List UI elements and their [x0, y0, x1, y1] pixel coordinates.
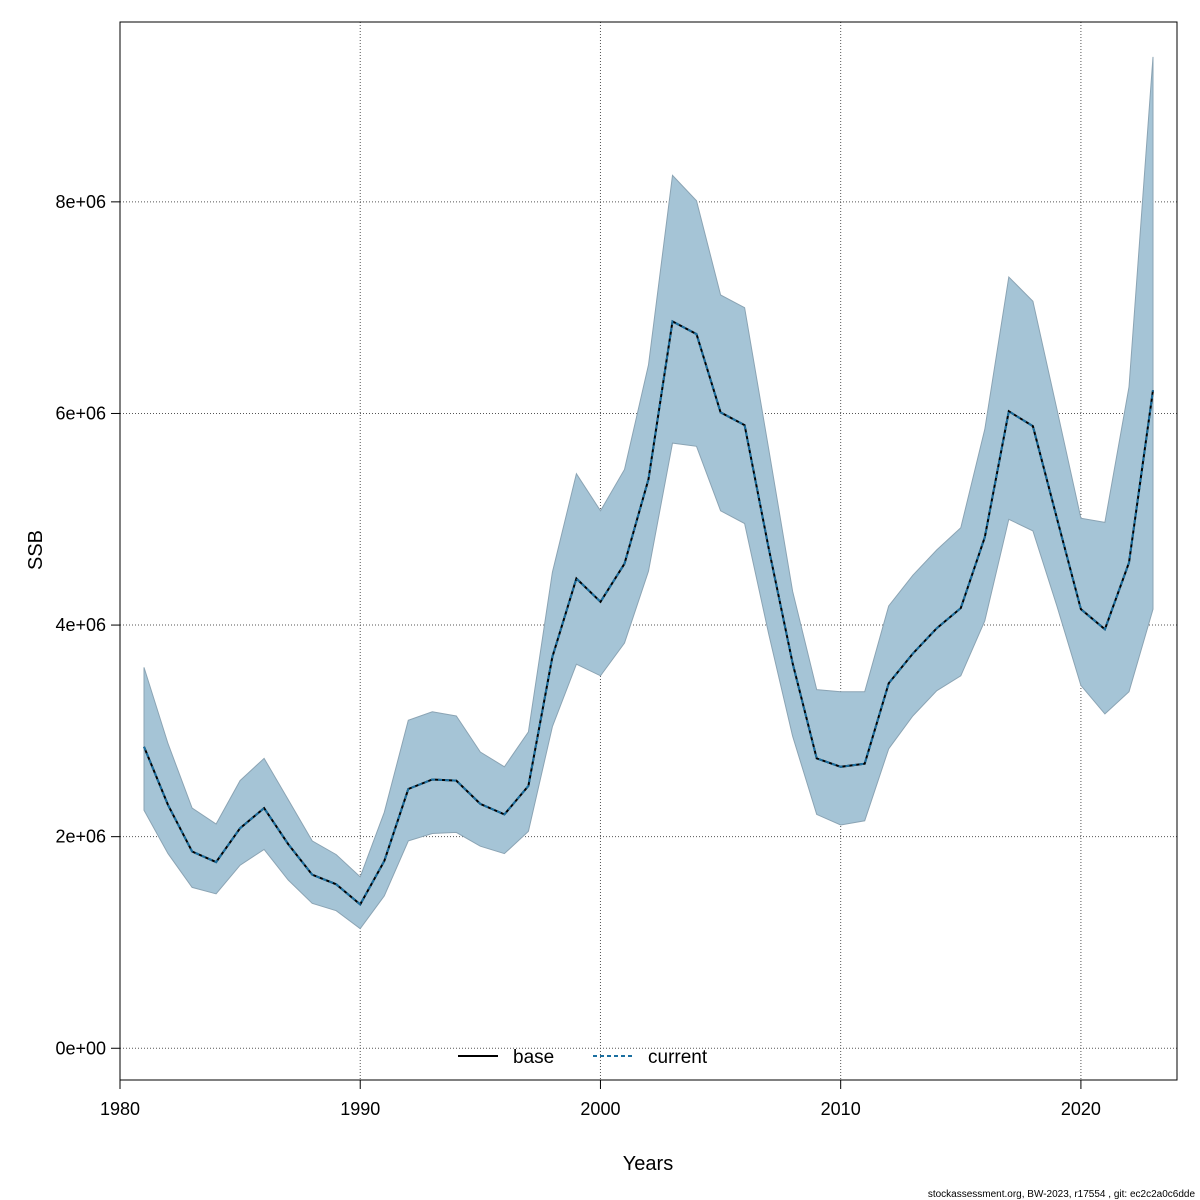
axes: 1980 1990 2000 2010 2020 0e+00 2e+06 4e+06 6e+06… — [55, 192, 1100, 1119]
series-lines — [143, 319, 1154, 906]
x-axis-title: Years — [623, 1153, 673, 1175]
y-axis-title: SSB — [25, 530, 47, 570]
x-tick-label: 1990 — [340, 1099, 380, 1119]
x-tick-label: 1980 — [100, 1099, 140, 1119]
footer-credit: stockassessment.org, BW-2023, r17554 , g… — [928, 1189, 1196, 1200]
x-tick-label: 2000 — [580, 1099, 620, 1119]
legend-current-label: current — [648, 1047, 708, 1068]
y-tick-label: 6e+06 — [55, 403, 106, 423]
confidence-band — [143, 56, 1154, 930]
legend-base-label: base — [513, 1047, 554, 1068]
y-tick-label: 0e+00 — [55, 1038, 106, 1058]
series-line-current — [143, 319, 1154, 906]
legend: base current — [458, 1047, 708, 1068]
x-tick-label: 2010 — [821, 1099, 861, 1119]
y-tick-label: 2e+06 — [55, 827, 106, 847]
y-tick-label: 4e+06 — [55, 615, 106, 635]
x-tick-label: 2020 — [1061, 1099, 1101, 1119]
y-tick-label: 8e+06 — [55, 192, 106, 212]
